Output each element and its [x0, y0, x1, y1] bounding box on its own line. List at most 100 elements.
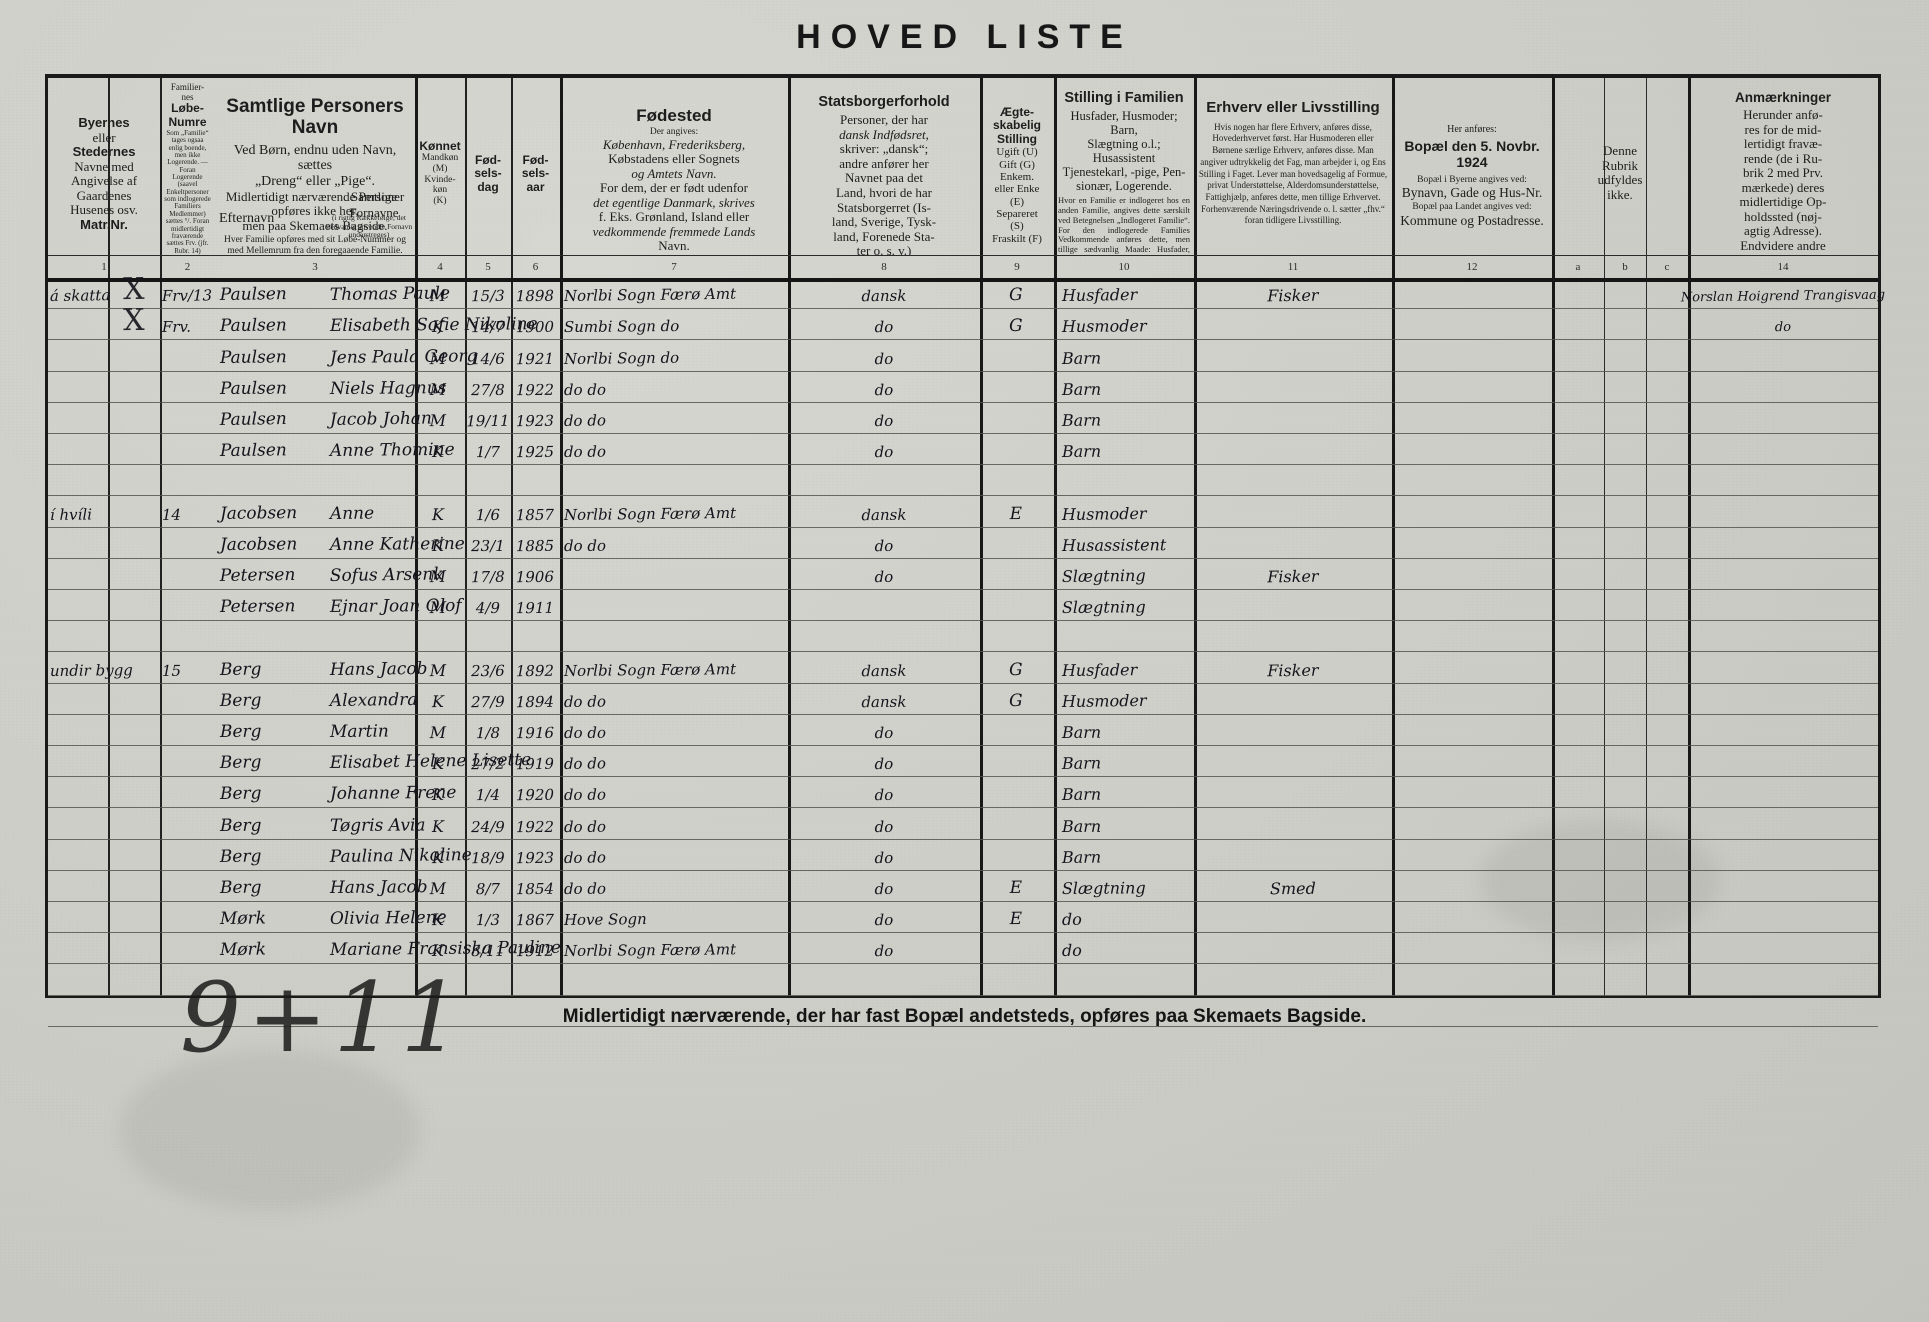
h7-l6: vedkommende fremmede Lands — [592, 223, 756, 239]
h3-l2: Midlertidigt nærværende Personer opføres… — [225, 188, 405, 219]
cell-fodested: Sumbi Sogn do — [563, 317, 680, 337]
cell-efternavn: Berg — [219, 846, 262, 867]
row-rule — [48, 682, 1878, 684]
cell-fdag: 23/6 — [470, 661, 505, 680]
cell-fornavne: Anne — [329, 503, 375, 524]
cell-familienr: 14 — [161, 505, 182, 524]
h14-l2: lertidigt fravæ- — [1743, 136, 1823, 152]
cell-anmaerkning: Norslan Hoigrend Trangisvaag — [1680, 287, 1886, 306]
header-efternavn: Efternavn — [219, 211, 275, 226]
h9-t1: skabelig — [992, 118, 1042, 133]
h13-l1: Rubrik — [1601, 157, 1639, 173]
h12-title: Bopæl den 5. Novbr. 1924 — [1404, 138, 1540, 170]
cell-statsborger: do — [874, 380, 894, 399]
row-rule — [48, 932, 1878, 934]
cell-fornavne: Alexandra — [329, 689, 418, 711]
h7-l5: f. Eks. Grønland, Island eller — [598, 209, 750, 225]
cell-fodested: do do — [563, 536, 607, 555]
cell-faar: 1900 — [515, 318, 555, 337]
cell-statsborger: do — [874, 443, 894, 462]
cell-stilling: Husmoder — [1061, 503, 1147, 524]
cell-statsborger: do — [874, 817, 894, 836]
h14-l3: rende (de i Ru- — [1743, 150, 1823, 166]
cell-koen: K — [431, 317, 444, 337]
cell-koen: M — [429, 598, 447, 618]
col-rule-11 — [1392, 78, 1395, 996]
cell-efternavn: Paulsen — [219, 440, 287, 462]
h3-l1: „Dreng“ eller „Pige“. — [254, 173, 376, 189]
header-col-9: Ægte- skabelig Stilling Ugift (U) Gift (… — [980, 78, 1054, 255]
h7-l0: København, Frederiksberg, — [602, 136, 746, 152]
h10-fine: Hvor en Familie er indlogeret hos en and… — [1058, 195, 1190, 255]
cell-stilling: Barn — [1061, 753, 1102, 774]
cell-stilling: Barn — [1061, 348, 1102, 368]
row-rule — [48, 994, 1878, 996]
row-rule — [48, 651, 1878, 653]
cell-faar: 1906 — [515, 567, 555, 587]
cell-koen: K — [431, 785, 444, 805]
cell-efternavn: Berg — [219, 815, 262, 836]
h14-l9: Endvidere andre — [1740, 238, 1826, 254]
colnum-9: 9 — [1014, 261, 1020, 273]
cell-fornavne: Hans Jacob — [329, 877, 428, 898]
cell-koen: M — [429, 286, 447, 306]
colnum-8: 8 — [881, 261, 887, 273]
cell-faar: 1916 — [515, 723, 555, 743]
cell-fdag: 27/9 — [470, 692, 505, 712]
row-rule — [48, 776, 1878, 778]
table-body: á skatta X Frv/13 Paulsen Thomas Paule M 15/3 1… — [48, 272, 1885, 1027]
cell-fornavne: Martin — [329, 721, 389, 742]
h8-l3: andre anfører her — [839, 155, 929, 171]
cell-erhverv: Fisker — [1267, 285, 1319, 306]
cell-aegte: G — [1008, 659, 1023, 680]
cell-koen: M — [429, 410, 447, 431]
h10-l1: Slægtning o.l.; Husassistent — [1087, 137, 1161, 166]
col-rule-10 — [1194, 78, 1197, 996]
cell-fdag: 18/9 — [470, 848, 505, 868]
colnum-11: 11 — [1287, 261, 1299, 273]
row-rule — [48, 620, 1878, 622]
cell-statsborger: dansk — [861, 661, 907, 680]
header-fornavne: Samtlige Fornavne — [349, 189, 399, 220]
h9-l4: (E) — [1009, 195, 1025, 208]
cell-faar: 1919 — [515, 754, 555, 774]
h8-l1: dansk Indfødsret, — [839, 126, 929, 142]
cell-koen: K — [431, 910, 444, 930]
cell-erhverv: Smed — [1269, 878, 1316, 899]
cell-stilling: Barn — [1061, 784, 1102, 805]
colnum-5: 5 — [485, 261, 491, 273]
cell-fornavne: Hans Jacob — [329, 658, 428, 680]
cell-efternavn: Berg — [219, 783, 262, 805]
cell-fornavne: Olivia Helene — [329, 907, 447, 930]
h14-l8: agtig Adresse). — [1744, 223, 1822, 239]
header-fornavne-fine: (i rigtig Rækkefølge; det sædvanlig anve… — [325, 213, 413, 239]
header-col-12: Her anføres: Bopæl den 5. Novbr. 1924 Bo… — [1392, 78, 1552, 255]
cell-aegte: E — [1009, 503, 1023, 524]
row-rule — [48, 495, 1878, 497]
cell-koen: K — [431, 504, 444, 524]
cell-fodested: do do — [563, 692, 607, 711]
h11-title: Erhverv eller Livsstilling — [1206, 99, 1380, 116]
col-rule-13b — [1646, 78, 1647, 996]
colnum-13a: a — [1575, 261, 1581, 273]
cell-faar: 1922 — [515, 817, 555, 836]
row-rule — [48, 308, 1878, 310]
cell-aegte: G — [1008, 690, 1023, 711]
h6-l0: Fød- — [522, 153, 549, 167]
cell-efternavn: Paulsen — [219, 284, 287, 306]
h9-t0: Ægte- — [1000, 105, 1034, 119]
h14-l6: midlertidige Op- — [1739, 194, 1827, 210]
header-col-4: Kønnet Mandkøn (M) Kvinde- køn (K) — [415, 78, 465, 255]
cell-faar: 1920 — [515, 786, 555, 805]
cell-koen: K — [431, 816, 444, 836]
cell-faar: 1923 — [515, 848, 555, 868]
cell-aegte: E — [1009, 877, 1023, 899]
colnum-2: 2 — [184, 261, 191, 273]
row-rule — [48, 370, 1878, 372]
h9-t2: Stilling — [997, 131, 1037, 146]
cell-aegte: G — [1008, 285, 1023, 306]
cell-stilling: Husmoder — [1061, 316, 1147, 337]
row-rule — [48, 838, 1878, 840]
cell-statsborger: do — [874, 848, 894, 867]
header-col-14: Anmærkninger Herunder anfø- res for de m… — [1688, 78, 1878, 255]
